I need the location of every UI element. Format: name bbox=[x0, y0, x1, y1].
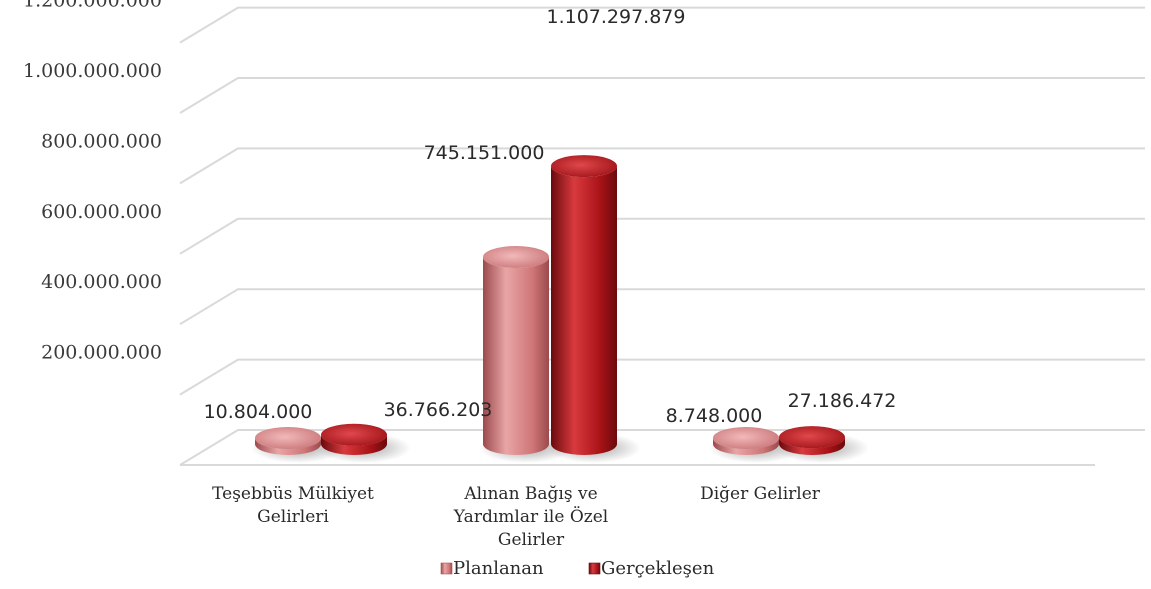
bar-body bbox=[713, 438, 779, 455]
bars bbox=[251, 155, 869, 463]
gridline bbox=[179, 77, 1145, 114]
data-label: 1.107.297.879 bbox=[546, 6, 685, 28]
bar-top bbox=[321, 423, 387, 446]
gridline bbox=[179, 288, 1145, 326]
category-label-line: Gelirleri bbox=[257, 507, 329, 527]
data-labels: 10.804.000 745.151.000 8.748.000 36.766.203… bbox=[204, 6, 897, 427]
data-label: 10.804.000 bbox=[204, 401, 313, 423]
category-labels: Teşebbüs Mülkiyet Gelirleri Alınan Bağış v… bbox=[212, 484, 821, 550]
bar-body bbox=[483, 256, 549, 455]
y-tick-label: 400.000.000 bbox=[41, 271, 162, 293]
bar bbox=[547, 155, 641, 463]
bar-body bbox=[321, 434, 387, 455]
data-label: 745.151.000 bbox=[424, 142, 545, 164]
y-tick-label: 200.000.000 bbox=[41, 342, 162, 364]
category-label-line: Diğer Gelirler bbox=[700, 484, 821, 504]
bar-top bbox=[483, 245, 549, 268]
legend-swatch bbox=[588, 562, 601, 575]
bar bbox=[317, 423, 411, 463]
y-tick-label: 1.200.000.000 bbox=[23, 0, 162, 12]
bar bbox=[479, 245, 573, 463]
bar-body bbox=[551, 166, 617, 456]
bar bbox=[775, 426, 869, 463]
category-label-line: Alınan Bağış ve bbox=[463, 484, 597, 504]
gridline bbox=[179, 6, 1145, 44]
gridline bbox=[179, 147, 1145, 185]
floor-line bbox=[179, 429, 1145, 466]
gridlines bbox=[179, 6, 1145, 466]
gridline bbox=[179, 217, 1145, 255]
category-label-line: Yardımlar ile Özel bbox=[453, 506, 608, 527]
bar-top bbox=[551, 155, 617, 178]
gridline bbox=[179, 358, 1145, 396]
category-label-line: Teşebbüs Mülkiyet bbox=[212, 484, 374, 504]
y-tick-label: 600.000.000 bbox=[41, 201, 162, 223]
data-label: 8.748.000 bbox=[666, 405, 763, 427]
data-label: 36.766.203 bbox=[384, 399, 493, 421]
legend-swatch bbox=[440, 562, 453, 575]
category-label: Diğer Gelirler bbox=[700, 484, 821, 504]
bar-body bbox=[255, 438, 321, 455]
legend-label: Planlanan bbox=[453, 558, 544, 579]
bar-top bbox=[713, 427, 779, 449]
category-label-line: Gelirler bbox=[498, 530, 565, 550]
legend: Planlanan Gerçekleşen bbox=[440, 558, 715, 579]
y-axis-ticks: 200.000.000 400.000.000 600.000.000 800.000… bbox=[23, 0, 162, 364]
legend-label: Gerçekleşen bbox=[601, 558, 715, 579]
bar-body bbox=[779, 437, 845, 455]
category-label: Teşebbüs Mülkiyet Gelirleri bbox=[212, 484, 374, 527]
category-label: Alınan Bağış ve Yardımlar ile Özel Gelirle… bbox=[453, 484, 608, 550]
bar-top bbox=[779, 426, 845, 449]
bar-top bbox=[255, 427, 321, 449]
y-tick-label: 1.000.000.000 bbox=[23, 60, 162, 82]
y-tick-label: 800.000.000 bbox=[41, 130, 162, 152]
data-label: 27.186.472 bbox=[788, 390, 897, 412]
